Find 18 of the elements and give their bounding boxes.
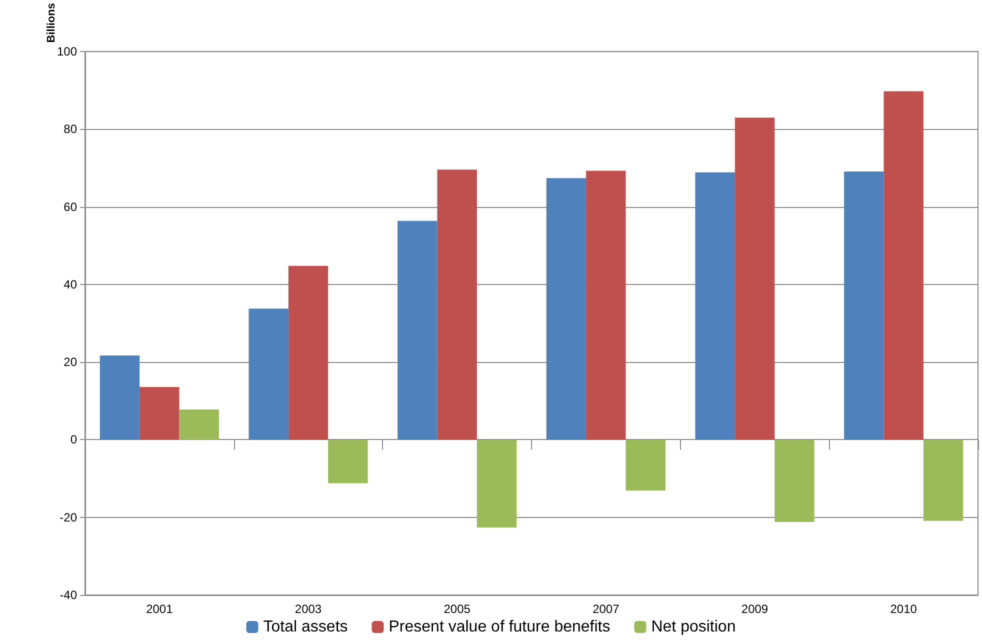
x-tick-label: 2010 <box>890 602 918 616</box>
legend-label: Total assets <box>263 618 348 636</box>
y-tick-label: 20 <box>64 355 78 370</box>
y-tick-label: 60 <box>64 200 78 214</box>
x-tick-label: 2007 <box>592 602 620 616</box>
y-tick-label: 100 <box>56 44 78 59</box>
x-tick-label: 2001 <box>146 602 174 616</box>
y-tick-label: -40 <box>60 588 78 602</box>
y-axis-title: Billions <box>46 3 58 43</box>
y-tick-label: 40 <box>64 278 78 292</box>
y-tick-label: -20 <box>60 510 78 524</box>
x-tick-label: 2005 <box>444 602 471 616</box>
legend-label: Net position <box>651 618 736 636</box>
x-tick-label: 2009 <box>741 602 768 616</box>
y-tick-label: 0 <box>70 432 78 447</box>
legend-label: Present value of future benefits <box>388 618 610 636</box>
x-tick-label: 2003 <box>294 602 322 616</box>
y-tick-label: 80 <box>64 122 78 136</box>
